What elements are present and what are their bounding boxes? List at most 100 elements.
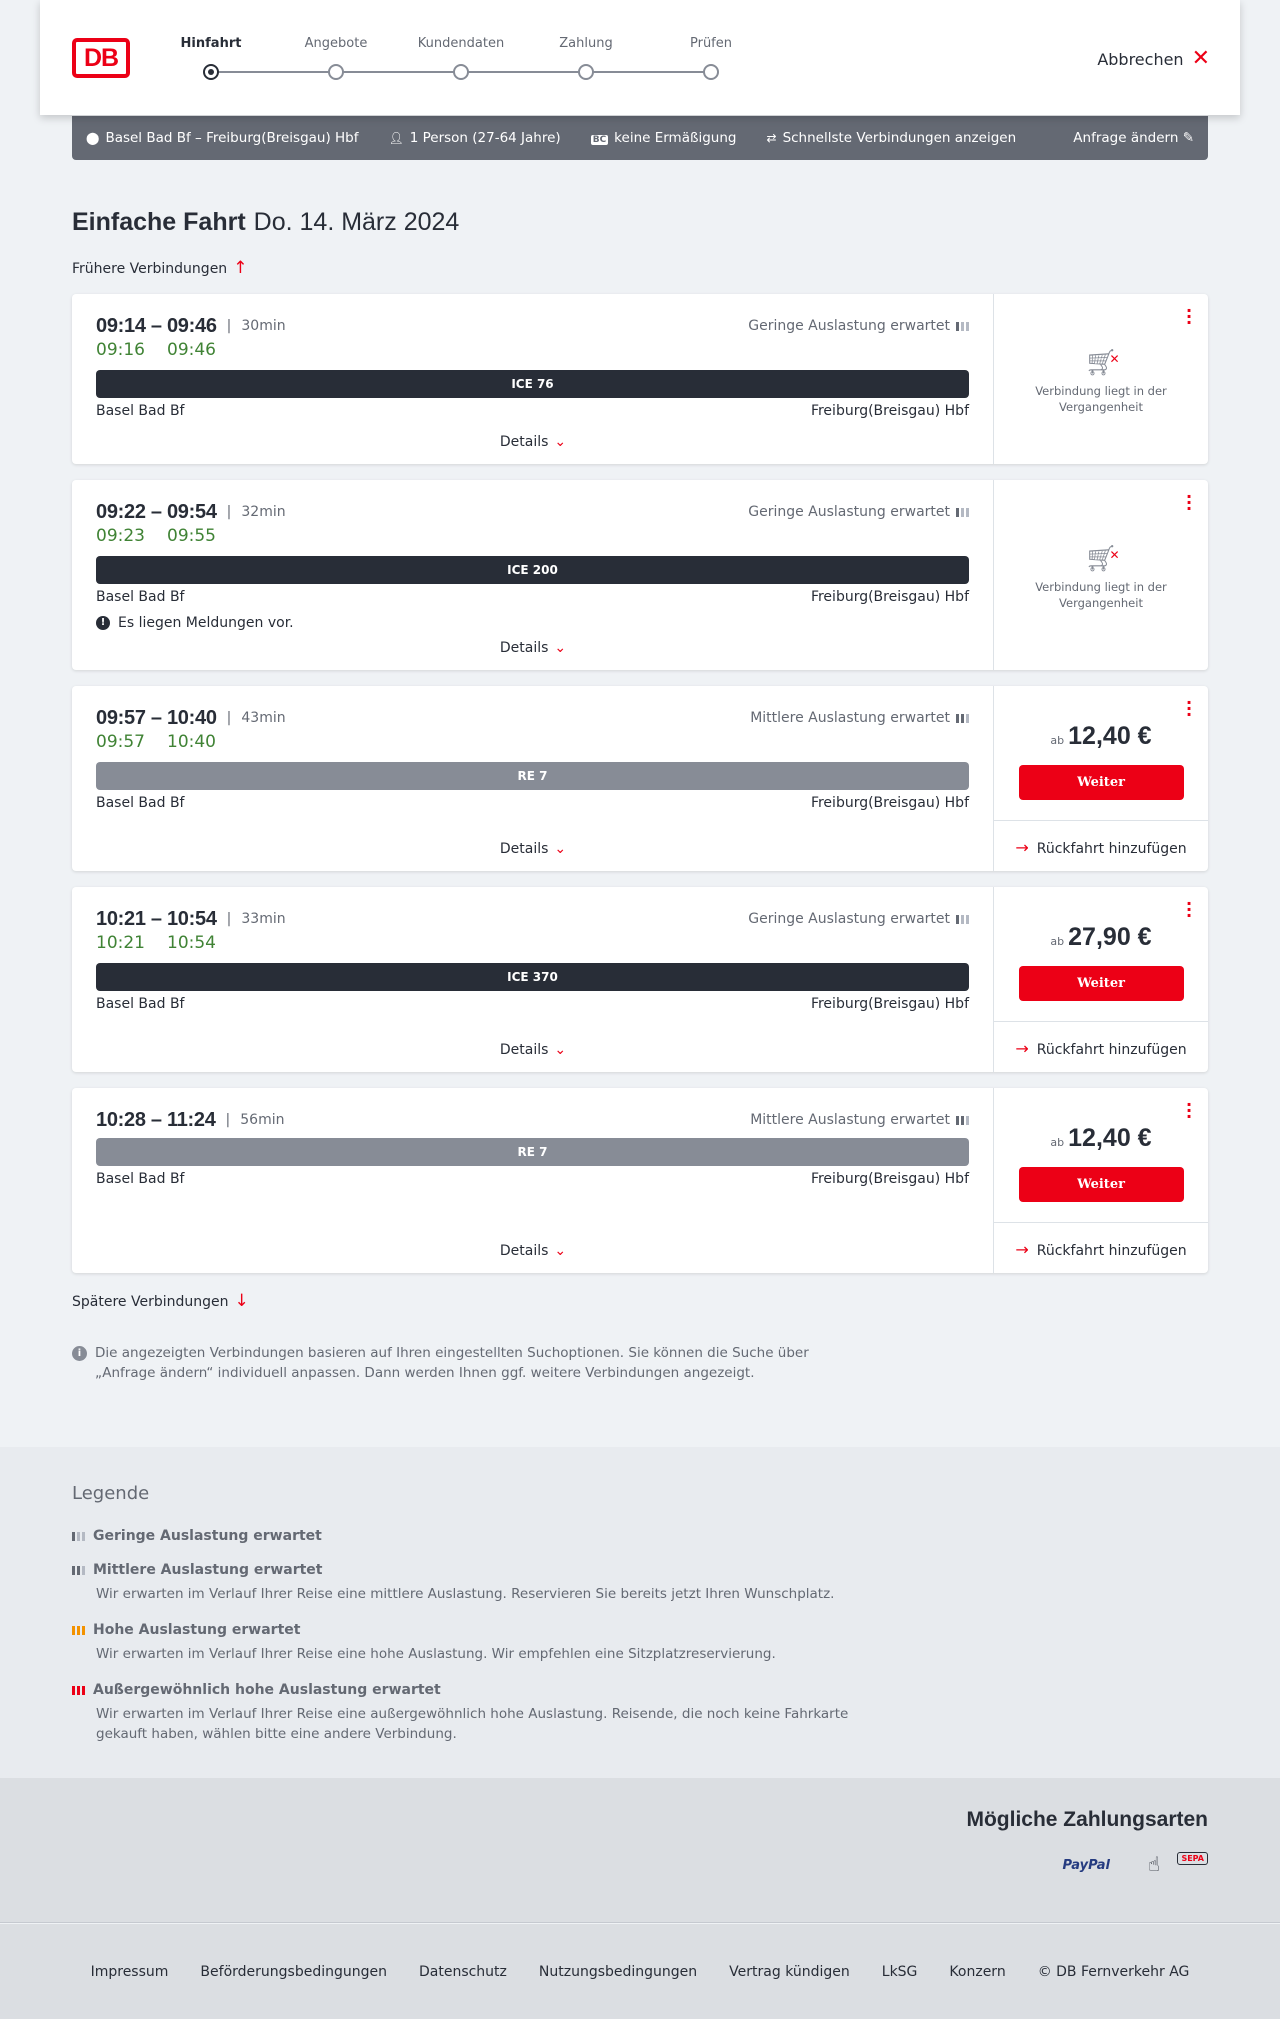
passenger-info: 👤︎ 1 Person (27-64 Jahre) (389, 130, 561, 146)
details-toggle[interactable]: Details ⌄ (72, 841, 994, 857)
footer-link[interactable]: Vertrag kündigen (729, 1963, 850, 1980)
chevron-down-icon: ⌄ (554, 1042, 567, 1058)
chevron-down-icon: ⌄ (554, 1243, 567, 1259)
legend-title: Legende (72, 1483, 150, 1504)
continue-button[interactable]: Weiter (1018, 765, 1184, 800)
stations: Basel Bad Bf Freiburg(Breisgau) Hbf (96, 589, 969, 605)
more-options-icon[interactable]: · · · (1186, 1095, 1193, 1126)
destination-station: Freiburg(Breisgau) Hbf (810, 589, 969, 605)
step-indicator[interactable] (328, 64, 344, 80)
destination-station: Freiburg(Breisgau) Hbf (810, 403, 969, 419)
continue-button[interactable]: Weiter (1018, 966, 1184, 1001)
details-label: Details (499, 841, 549, 857)
footer-link[interactable]: Impressum (90, 1963, 169, 1980)
cancel-button[interactable]: Abbrechen ✕ (1097, 48, 1210, 70)
continue-button[interactable]: Weiter (1018, 1167, 1184, 1202)
payment-title: Mögliche Zahlungsarten (966, 1808, 1208, 1831)
stations: Basel Bad Bf Freiburg(Breisgau) Hbf (96, 1171, 969, 1187)
cancel-label: Abbrechen (1097, 49, 1184, 69)
price-block: ab 27,90 € Weiter (994, 887, 1208, 1022)
info-note: i Die angezeigten Verbindungen basieren a… (72, 1343, 852, 1383)
train-bar[interactable]: RE 7 (96, 762, 969, 790)
legend-item: Mittlere Auslastung erwartet Wir erwarten… (72, 1562, 1208, 1604)
more-options-icon[interactable]: · · · (1186, 301, 1193, 332)
details-toggle[interactable]: Details ⌄ (72, 434, 994, 450)
more-options-icon[interactable]: · · · (1186, 693, 1193, 724)
legend-item: Geringe Auslastung erwartet (72, 1528, 1208, 1544)
trip-type: Einfache Fahrt (72, 208, 246, 236)
offer-panel: · · · ab 27,90 € Weiter → Rückfahrt hinzufüge… (994, 887, 1208, 1072)
legend-description: Wir erwarten im Verlauf Ihrer Reise eine… (96, 1706, 849, 1742)
search-summary-bar: ⬤ Basel Bad Bf – Freiburg(Breisgau) Hbf 👤… (72, 116, 1208, 160)
occupancy-icon (956, 914, 969, 924)
realtime-time: 09:46 (167, 340, 216, 360)
legend-description: Wir erwarten im Verlauf Ihrer Reise eine… (96, 1646, 776, 1662)
connection-info: 09:57 – 10:40 | 43min Mittlere Auslastung e… (72, 686, 994, 871)
stations: Basel Bad Bf Freiburg(Breisgau) Hbf (96, 795, 969, 811)
details-toggle[interactable]: Details ⌄ (72, 640, 994, 656)
step-indicator[interactable] (703, 64, 719, 80)
footer-link[interactable]: Konzern (949, 1963, 1006, 1980)
add-return-trip-link[interactable]: → Rückfahrt hinzufügen (994, 1223, 1208, 1259)
occupancy-info: Geringe Auslastung erwartet (748, 504, 969, 520)
time-row: 10:28 – 11:24 | 56min Mittlere Auslastung e… (96, 1108, 969, 1132)
step-indicator[interactable] (203, 64, 219, 80)
departure-arrival-time: 09:22 – 09:54 (96, 500, 217, 523)
person-icon: 👤︎ (388, 131, 404, 145)
occupancy-icon (72, 1531, 85, 1541)
past-text: Verbindung liegt in der Vergangenheit (1035, 580, 1167, 610)
footer-link[interactable]: Nutzungsbedingungen (538, 1963, 698, 1980)
passenger-text: 1 Person (27-64 Jahre) (409, 130, 561, 146)
step-indicator[interactable] (453, 64, 469, 80)
cart-unavailable-icon: 🛒︎ ✕ (1084, 348, 1120, 378)
more-options-icon[interactable]: · · · (1186, 487, 1193, 518)
connection-card: 10:21 – 10:54 | 33min Geringe Auslastung er… (72, 887, 1208, 1072)
add-return-trip-link[interactable]: → Rückfahrt hinzufügen (994, 821, 1208, 857)
earlier-connections-link[interactable]: Frühere Verbindungen ↑ (72, 258, 247, 278)
footer-link[interactable]: LkSG (881, 1963, 918, 1980)
train-bar[interactable]: ICE 76 (96, 370, 969, 398)
legend-item-title: Mittlere Auslastung erwartet (72, 1562, 1208, 1578)
price-block: ab 12,40 € Weiter (994, 1088, 1208, 1223)
departure-arrival-time: 09:57 – 10:40 (96, 706, 217, 729)
occupancy-icon (956, 1115, 969, 1125)
step-label-prüfen: Prüfen (689, 36, 732, 51)
occupancy-icon (72, 1625, 85, 1635)
connection-card: 09:14 – 09:46 | 30min Geringe Auslastung er… (72, 294, 1208, 464)
realtime-time: 10:54 (167, 933, 216, 953)
stations: Basel Bad Bf Freiburg(Breisgau) Hbf (96, 996, 969, 1012)
past-connection-notice: 🛒︎ ✕ Verbindung liegt in der Vergangenheit (994, 546, 1208, 611)
details-toggle[interactable]: Details ⌄ (72, 1243, 994, 1259)
db-logo[interactable]: DB (72, 38, 130, 78)
details-toggle[interactable]: Details ⌄ (72, 1042, 994, 1058)
step-label-angebote: Angebote (304, 36, 368, 51)
footer-link[interactable]: Datenschutz (418, 1963, 507, 1980)
more-options-icon[interactable]: · · · (1186, 894, 1193, 925)
arrow-right-icon: → (1015, 838, 1029, 857)
occupancy-icon (72, 1565, 85, 1575)
occupancy-icon (72, 1685, 85, 1695)
later-label: Spätere Verbindungen (72, 1294, 229, 1310)
step-indicator[interactable] (578, 64, 594, 80)
change-request-button[interactable]: Anfrage ändern ✎ (1073, 130, 1194, 146)
train-bar[interactable]: ICE 200 (96, 556, 969, 584)
train-bar[interactable]: ICE 370 (96, 963, 969, 991)
legend-title-text: Außergewöhnlich hohe Auslastung erwartet (93, 1682, 441, 1698)
destination-station: Freiburg(Breisgau) Hbf (810, 1171, 969, 1187)
duration: 30min (241, 318, 286, 334)
connection-card: 09:57 – 10:40 | 43min Mittlere Auslastung e… (72, 686, 1208, 871)
duration: 43min (241, 710, 286, 726)
legend-item-title: Hohe Auslastung erwartet (72, 1622, 1208, 1638)
later-connections-link[interactable]: Spätere Verbindungen ↓ (72, 1291, 249, 1311)
step-label-kundendaten: Kundendaten (417, 36, 505, 51)
origin-station: Basel Bad Bf (96, 589, 185, 605)
pencil-icon: ✎ (1182, 130, 1194, 146)
realtime-time: 09:55 (167, 526, 216, 546)
time-row: 10:21 – 10:54 | 33min Geringe Auslastung er… (96, 907, 969, 931)
footer-link[interactable]: Beförderungsbedingungen (200, 1963, 387, 1980)
occupancy-text: Mittlere Auslastung erwartet (750, 1112, 950, 1128)
occupancy-icon (956, 713, 969, 723)
train-bar[interactable]: RE 7 (96, 1138, 969, 1166)
add-return-trip-link[interactable]: → Rückfahrt hinzufügen (994, 1022, 1208, 1058)
legend-title-text: Mittlere Auslastung erwartet (93, 1562, 323, 1578)
